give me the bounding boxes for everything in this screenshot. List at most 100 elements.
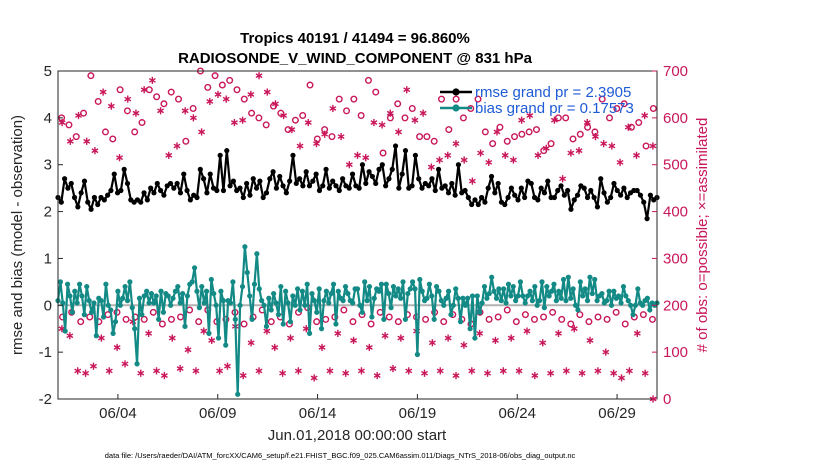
bias-point [393,293,399,299]
obs-possible-marker [598,95,606,103]
obs-possible-marker [612,308,620,316]
obs-possible-marker [452,95,460,103]
bias-point [151,300,157,306]
bias-point [230,279,236,285]
rmse-point [330,178,336,184]
obs-possible-marker [445,126,453,134]
obs-assimilated-marker [534,151,542,159]
rmse-point [303,169,309,175]
bias-point [438,298,444,304]
rmse-point [541,190,548,196]
rmse-point [383,183,389,189]
obs-assimilated-marker [350,336,358,345]
obs-possible-marker [518,130,526,138]
rmse-point [283,190,289,196]
obs-possible-marker [195,318,203,326]
obs-assimilated-marker [594,367,602,375]
rmse-point [571,197,577,203]
obs-possible-marker [489,140,497,148]
rmse-point [435,166,442,172]
obs-assimilated-marker [550,116,558,124]
bias-point [548,288,555,294]
obs-possible-marker [639,311,647,319]
bias-point [599,290,605,297]
obs-assimilated-marker [403,86,411,94]
obs-assimilated-marker [337,133,345,141]
bias-point [117,302,123,308]
bias-point [318,326,325,332]
bias-point [647,307,653,313]
rmse-point [349,171,356,177]
rmse-point [310,178,316,184]
rmse-point [402,148,409,154]
obs-possible-marker [160,100,168,108]
obs-assimilated-marker [542,144,550,152]
bias-point [448,312,454,318]
rmse-point [85,199,91,205]
rmse-point [373,180,379,187]
bias-point [292,302,298,308]
bias-point [584,298,591,304]
obs-assimilated-marker [132,109,140,117]
rmse-point [157,187,164,194]
obs-possible-marker [87,72,95,80]
obs-possible-marker [340,306,348,314]
y-tick-label: 1 [44,250,52,267]
bias-point [211,290,217,297]
bias-point [505,281,512,287]
obs-assimilated-marker [509,156,517,164]
obs-possible-marker [364,76,372,84]
bias-point [525,293,531,299]
bias-point [316,286,322,292]
rmse-point [290,152,296,158]
obs-assimilated-marker [460,156,468,164]
rmse-point [515,197,521,203]
bias-point [268,307,274,313]
obs-assimilated-marker [421,369,428,377]
bias-point [625,298,631,304]
obs-assimilated-marker [444,334,452,342]
bias-point [213,302,219,308]
obs-assimilated-marker [296,142,304,150]
obs-possible-marker [569,135,577,143]
bias-point [433,283,440,290]
bias-point [517,279,524,285]
bias-point [172,288,179,294]
bias-point [342,283,349,290]
rmse-point [260,194,266,201]
obs-assimilated-marker [208,336,216,345]
obs-possible-marker [122,315,130,323]
bias-point [115,288,121,294]
bias-point [398,295,404,301]
obs-assimilated-marker [555,329,562,337]
rmse-point [522,194,528,201]
bias-point [510,283,516,290]
obs-assimilated-marker [477,149,485,157]
bias-point [306,330,313,336]
y-tick-label: 2 [44,204,52,221]
bias-point [345,290,351,297]
legend-bias-label: bias grand pr = 0.17573 [475,100,634,117]
rmse-point [167,180,174,187]
bias-point [362,279,368,285]
rmse-point [336,187,342,194]
bias-point [254,251,260,257]
bias-point [170,295,176,301]
rmse-point [154,180,160,187]
rmse-point [409,183,415,189]
rmse-point [369,173,375,180]
rmse-point [561,192,567,198]
bias-point [168,302,174,308]
rmse-point [399,171,405,177]
obs-possible-marker [233,86,241,94]
obs-possible-marker [649,104,657,112]
obs-assimilated-marker [427,163,435,171]
obs-assimilated-marker [192,367,200,375]
bias-point [304,281,310,287]
rmse-point [475,201,481,208]
obs-assimilated-marker [436,156,444,164]
obs-possible-marker [313,135,321,143]
obs-assimilated-marker [610,369,618,377]
obs-assimilated-marker [184,346,192,354]
plot-background [58,71,657,399]
